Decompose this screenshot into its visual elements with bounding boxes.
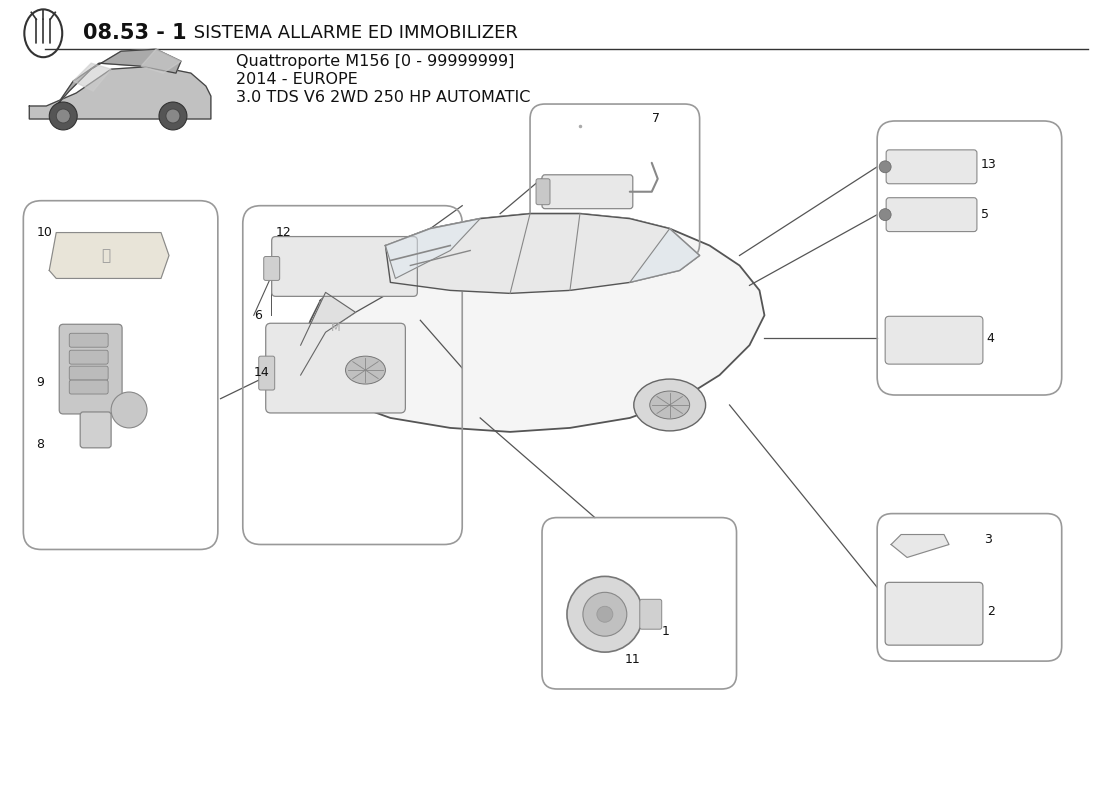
FancyBboxPatch shape — [69, 350, 108, 364]
FancyBboxPatch shape — [69, 334, 108, 347]
Polygon shape — [30, 66, 211, 119]
Polygon shape — [74, 63, 111, 91]
Circle shape — [879, 161, 891, 173]
Polygon shape — [891, 534, 949, 558]
Text: 12: 12 — [276, 226, 292, 239]
Text: 2014 - EUROPE: 2014 - EUROPE — [235, 72, 358, 86]
Polygon shape — [300, 292, 355, 375]
FancyBboxPatch shape — [264, 257, 279, 281]
Circle shape — [566, 576, 642, 652]
FancyBboxPatch shape — [887, 198, 977, 231]
Text: Ⓜ: Ⓜ — [101, 248, 111, 263]
Text: 1: 1 — [662, 625, 670, 638]
FancyBboxPatch shape — [59, 324, 122, 414]
Ellipse shape — [345, 356, 385, 384]
FancyBboxPatch shape — [536, 178, 550, 205]
FancyBboxPatch shape — [80, 412, 111, 448]
Circle shape — [56, 109, 70, 123]
Circle shape — [879, 209, 891, 221]
Ellipse shape — [330, 344, 402, 396]
Text: 14: 14 — [254, 366, 270, 378]
Text: SISTEMA ALLARME ED IMMOBILIZER: SISTEMA ALLARME ED IMMOBILIZER — [188, 24, 518, 42]
Circle shape — [597, 606, 613, 622]
Polygon shape — [300, 214, 764, 432]
Text: 11: 11 — [625, 653, 640, 666]
Text: 9: 9 — [36, 375, 44, 389]
Text: 5: 5 — [981, 208, 989, 221]
Text: 2: 2 — [987, 605, 994, 618]
Text: 10: 10 — [36, 226, 52, 239]
Text: 6: 6 — [254, 309, 262, 322]
Circle shape — [160, 102, 187, 130]
Circle shape — [50, 102, 77, 130]
Ellipse shape — [650, 391, 690, 419]
Text: 8: 8 — [36, 438, 44, 451]
Ellipse shape — [634, 379, 705, 431]
Text: 08.53 - 1: 08.53 - 1 — [84, 23, 187, 43]
Text: 3: 3 — [983, 533, 992, 546]
FancyBboxPatch shape — [266, 323, 406, 413]
Polygon shape — [141, 50, 180, 73]
Text: 3.0 TDS V6 2WD 250 HP AUTOMATIC: 3.0 TDS V6 2WD 250 HP AUTOMATIC — [235, 90, 530, 105]
Polygon shape — [50, 233, 169, 278]
FancyBboxPatch shape — [69, 380, 108, 394]
FancyBboxPatch shape — [887, 150, 977, 184]
Circle shape — [166, 109, 180, 123]
FancyBboxPatch shape — [272, 237, 417, 296]
Polygon shape — [300, 229, 450, 375]
Circle shape — [111, 392, 147, 428]
FancyBboxPatch shape — [258, 356, 275, 390]
Polygon shape — [630, 229, 700, 282]
Polygon shape — [385, 214, 700, 294]
Text: 7: 7 — [651, 113, 660, 126]
Text: 13: 13 — [981, 158, 997, 171]
FancyBboxPatch shape — [69, 366, 108, 380]
FancyBboxPatch shape — [886, 582, 983, 645]
FancyBboxPatch shape — [640, 599, 662, 630]
FancyBboxPatch shape — [886, 316, 983, 364]
Circle shape — [583, 592, 627, 636]
Polygon shape — [385, 218, 481, 278]
FancyBboxPatch shape — [542, 174, 632, 209]
Text: 4: 4 — [986, 332, 993, 345]
Text: Quattroporte M156 [0 - 99999999]: Quattroporte M156 [0 - 99999999] — [235, 54, 514, 69]
Text: M: M — [331, 323, 340, 334]
Polygon shape — [56, 50, 180, 106]
